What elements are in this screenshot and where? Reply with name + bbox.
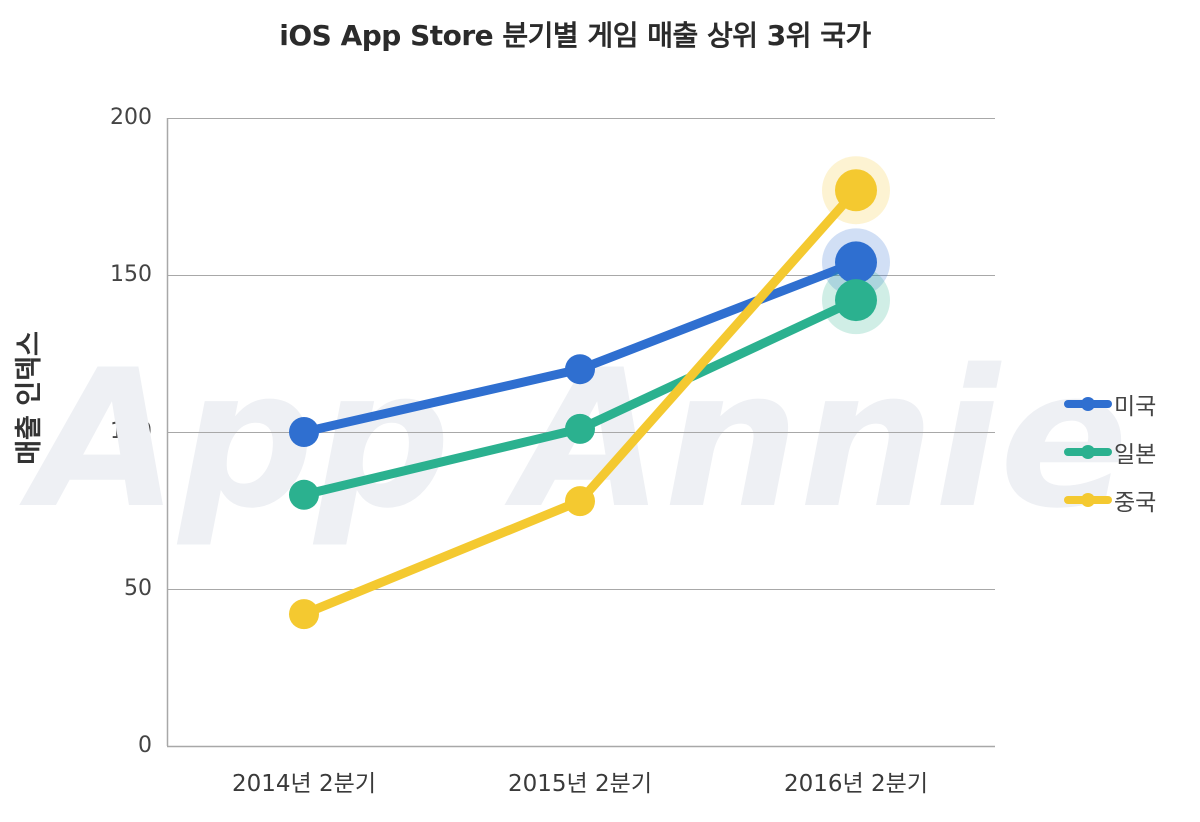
legend-label-usa: 미국: [1114, 394, 1157, 420]
data-point-marker[interactable]: 미국 2014년 2분기: 100: [289, 417, 319, 447]
data-point-marker[interactable]: 일본 2015년 2분기: 101: [565, 413, 595, 444]
legend: 미국 일본 중국: [1064, 380, 1156, 524]
data-point-marker[interactable]: 일본 2016년 2분기: 142: [835, 279, 877, 322]
data-point-marker[interactable]: 일본 2014년 2분기: 80: [289, 479, 319, 510]
chart-title: iOS App Store 분기별 게임 매출 상위 3위 국가: [279, 19, 871, 52]
x-tick-2014q2: 2014년 2분기: [232, 771, 376, 797]
legend-item-china[interactable]: 중국: [1064, 476, 1156, 524]
data-point-marker[interactable]: 미국 2016년 2분기: 154: [835, 241, 877, 284]
legend-item-japan[interactable]: 일본: [1064, 428, 1156, 476]
legend-swatch-china-icon: [1064, 493, 1112, 507]
y-tick-100: 100: [110, 419, 152, 444]
legend-swatch-usa-icon: [1064, 397, 1112, 411]
legend-label-japan: 일본: [1114, 442, 1157, 468]
y-tick-150: 150: [110, 262, 152, 287]
data-point-marker[interactable]: 중국 2015년 2분기: 78: [565, 486, 595, 517]
x-tick-2015q2: 2015년 2분기: [508, 771, 652, 797]
legend-swatch-japan-icon: [1064, 445, 1112, 459]
legend-item-usa[interactable]: 미국: [1064, 380, 1156, 428]
axes: [166, 118, 995, 748]
x-tick-2016q2: 2016년 2분기: [784, 771, 928, 797]
data-point-marker[interactable]: 중국 2016년 2분기: 177: [835, 169, 877, 212]
data-point-marker[interactable]: 중국 2014년 2분기: 42: [289, 599, 319, 630]
y-tick-200: 200: [110, 105, 152, 130]
y-tick-0: 0: [138, 733, 152, 758]
y-tick-50: 50: [124, 576, 152, 601]
data-point-marker[interactable]: 미국 2015년 2분기: 120: [565, 354, 595, 385]
series-layer: 미국 2014년 2분기: 100 미국 2015년 2분기: 120 미국 201…: [289, 156, 890, 630]
legend-label-china: 중국: [1114, 490, 1157, 516]
